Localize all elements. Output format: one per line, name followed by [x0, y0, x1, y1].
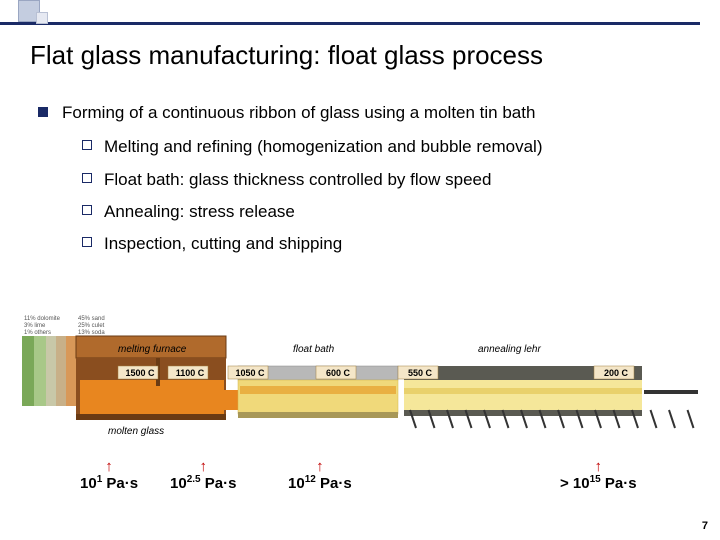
viscosity-text: > 1015 Pa·s [560, 474, 637, 492]
bullet-level-2: Annealing: stress release [82, 199, 690, 225]
viscosity-text: 101 Pa·s [80, 474, 138, 492]
svg-text:11% dolomite: 11% dolomite [24, 316, 61, 322]
svg-text:1500 C: 1500 C [125, 368, 155, 378]
up-arrow-icon: ↑ [288, 460, 352, 474]
slide-header-decoration [0, 0, 720, 28]
svg-text:200 C: 200 C [604, 368, 629, 378]
up-arrow-icon: ↑ [560, 460, 637, 474]
subpoint-text: Melting and refining (homogenization and… [104, 134, 543, 160]
hollow-square-icon [82, 173, 92, 183]
bullet-level-2: Float bath: glass thickness controlled b… [82, 167, 690, 193]
header-square-small [36, 12, 48, 24]
up-arrow-icon: ↑ [80, 460, 138, 474]
diagram-svg: 45% sand 25% culet 13% soda 11% dolomite… [18, 310, 702, 450]
main-point-text: Forming of a continuous ribbon of glass … [62, 100, 535, 126]
viscosity-value: ↑1012 Pa·s [288, 460, 352, 492]
viscosity-text: 102.5 Pa·s [170, 474, 236, 492]
slide-title: Flat glass manufacturing: float glass pr… [30, 40, 543, 71]
svg-text:25% culet: 25% culet [78, 323, 105, 329]
svg-text:45% sand: 45% sand [78, 316, 105, 322]
header-bar [0, 22, 700, 25]
viscosity-text: 1012 Pa·s [288, 474, 352, 492]
viscosity-value: ↑101 Pa·s [80, 460, 138, 492]
square-bullet-icon [38, 107, 48, 117]
viscosity-value: ↑> 1015 Pa·s [560, 460, 637, 492]
label-molten: molten glass [108, 426, 164, 437]
svg-text:13% soda: 13% soda [78, 330, 105, 336]
process-diagram: 45% sand 25% culet 13% soda 11% dolomite… [18, 310, 702, 450]
subpoint-text: Inspection, cutting and shipping [104, 231, 342, 257]
svg-text:1% others: 1% others [24, 330, 51, 336]
up-arrow-icon: ↑ [170, 460, 236, 474]
svg-text:600 C: 600 C [326, 368, 351, 378]
label-melting: melting furnace [118, 344, 187, 355]
label-float: float bath [293, 344, 335, 355]
bullet-level-1: Forming of a continuous ribbon of glass … [38, 100, 690, 126]
page-number: 7 [702, 520, 708, 532]
svg-text:1050 C: 1050 C [235, 368, 265, 378]
slide-body: Forming of a continuous ribbon of glass … [38, 100, 690, 264]
hollow-square-icon [82, 205, 92, 215]
bullet-level-2: Inspection, cutting and shipping [82, 231, 690, 257]
svg-text:3% lime: 3% lime [24, 323, 46, 329]
svg-text:1100 C: 1100 C [176, 368, 205, 378]
hollow-square-icon [82, 140, 92, 150]
viscosity-value: ↑102.5 Pa·s [170, 460, 236, 492]
label-lehr: annealing lehr [478, 344, 541, 355]
furnace-throat [224, 390, 238, 410]
viscosity-annotations: ↑101 Pa·s↑102.5 Pa·s↑1012 Pa·s↑> 1015 Pa… [0, 460, 720, 510]
svg-text:550 C: 550 C [408, 368, 433, 378]
hollow-square-icon [82, 237, 92, 247]
subpoint-text: Float bath: glass thickness controlled b… [104, 167, 491, 193]
subpoint-text: Annealing: stress release [104, 199, 295, 225]
bullet-level-2: Melting and refining (homogenization and… [82, 134, 690, 160]
